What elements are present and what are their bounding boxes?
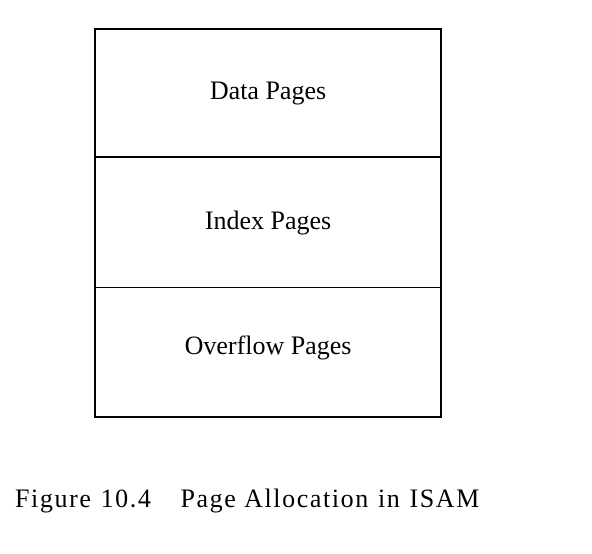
index-pages-label: Index Pages [204,205,332,235]
data-pages-label: Data Pages [209,76,327,105]
data-pages-section: Data Pages [94,28,442,158]
overflow-pages-section: Overflow Pages [94,288,442,418]
figure-title: Page Allocation in ISAM [180,484,481,513]
overflow-pages-label: Overflow Pages [184,331,352,360]
index-pages-section: Index Pages [94,158,442,288]
figure-number: Figure 10.4 [15,484,153,513]
page-allocation-diagram: Data Pages Index Pages Overflow Pages [94,28,446,420]
figure-caption: Figure 10.4 Page Allocation in ISAM [15,484,481,514]
